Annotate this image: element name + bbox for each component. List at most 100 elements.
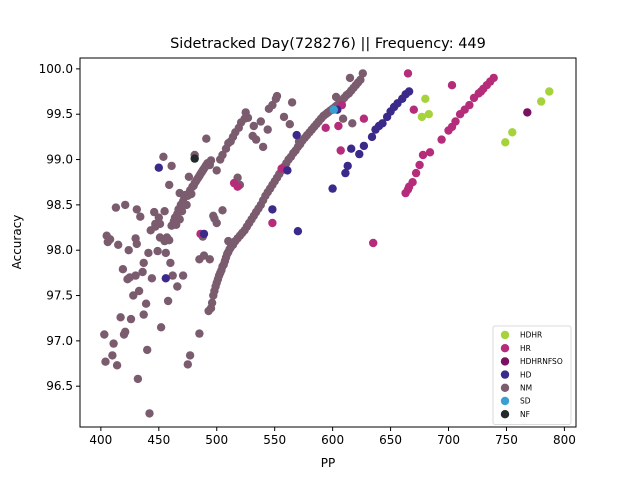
x-tick-label: 600 <box>321 433 344 447</box>
point-hdhr <box>537 97 546 106</box>
point-nm <box>279 112 289 122</box>
point-hd <box>378 119 387 128</box>
point-nm <box>358 69 367 78</box>
point-hr <box>334 121 343 131</box>
point-hd <box>343 161 352 171</box>
point-hr <box>403 69 413 78</box>
point-nm <box>144 248 153 258</box>
point-nm <box>338 114 348 123</box>
point-nm <box>241 108 250 117</box>
point-nm <box>195 255 204 264</box>
point-nm <box>161 248 170 258</box>
point-hr <box>418 150 428 160</box>
point-nm <box>287 98 297 107</box>
y-tick-label: 96.5 <box>46 379 73 393</box>
point-nm <box>139 258 148 268</box>
y-axis-label: Accuracy <box>10 215 24 270</box>
point-nm <box>138 267 147 277</box>
y-tick-label: 100.0 <box>39 62 73 76</box>
point-nm <box>207 298 217 307</box>
point-nm <box>258 142 268 152</box>
point-nm <box>256 117 265 126</box>
legend-item-hdhr: HDHR <box>500 331 542 340</box>
legend-item-nf: NF <box>500 410 530 419</box>
legend-label: HDHRNFSO <box>520 357 563 366</box>
point-nm <box>143 345 152 355</box>
point-hd <box>292 130 301 140</box>
point-nm <box>111 203 121 212</box>
legend-label: HR <box>520 344 531 353</box>
point-nm <box>159 152 168 161</box>
point-hr <box>409 105 418 114</box>
legend-marker <box>500 383 510 392</box>
legend-item-hdhrnfso: HDHRNFSO <box>500 357 563 366</box>
point-hd <box>268 205 277 214</box>
y-tick-label: 98.5 <box>46 198 73 212</box>
point-nm <box>141 299 151 308</box>
y-axis-ticks: 96.5 97.0 97.5 98.0 98.5 99.0 99.5 100.0 <box>39 62 80 393</box>
y-tick-label: 99.0 <box>46 153 73 167</box>
chart-title: Sidetracked Day(728276) || Frequency: 44… <box>170 36 486 52</box>
point-hr <box>415 160 424 170</box>
point-nm <box>125 273 134 282</box>
y-tick-label: 97.5 <box>46 289 73 303</box>
point-nm <box>145 409 154 418</box>
point-hdhr <box>424 110 433 119</box>
legend-marker <box>500 370 510 379</box>
point-nm <box>154 213 163 222</box>
point-nm <box>165 236 174 245</box>
legend-box <box>492 325 572 425</box>
point-hd <box>293 227 303 236</box>
point-hd <box>404 87 414 96</box>
point-nm <box>272 91 282 101</box>
point-hr <box>321 123 330 132</box>
point-nm <box>285 120 294 129</box>
point-nm <box>249 121 258 131</box>
point-nm <box>178 271 188 280</box>
legend-item-sd: SD <box>500 396 531 406</box>
point-nm <box>163 296 173 306</box>
point-hd <box>355 149 364 159</box>
legend-marker <box>500 396 510 406</box>
point-hr <box>451 117 460 126</box>
point-hd <box>328 184 337 193</box>
x-tick-label: 550 <box>263 433 286 447</box>
legend-label: HD <box>520 370 532 379</box>
point-hr <box>359 114 369 123</box>
point-nm <box>187 189 196 199</box>
y-tick-label: 99.5 <box>46 107 73 121</box>
point-nm <box>294 137 304 146</box>
point-nm <box>218 206 227 215</box>
point-hdhr <box>417 112 427 122</box>
point-hr <box>336 146 345 155</box>
legend-label: SD <box>520 397 531 406</box>
point-nm <box>134 286 144 296</box>
point-nm <box>268 100 277 110</box>
point-hdhr <box>508 128 517 137</box>
x-axis-label: PP <box>321 456 335 470</box>
x-tick-label: 750 <box>495 433 518 447</box>
point-nm <box>202 134 211 143</box>
point-nm <box>205 255 214 264</box>
point-nm <box>183 360 192 369</box>
point-nm <box>175 215 184 224</box>
point-nm <box>212 166 221 175</box>
point-hr <box>465 100 474 110</box>
point-nm <box>160 207 169 216</box>
point-hd <box>347 144 356 153</box>
x-tick-label: 500 <box>205 433 228 447</box>
point-nm <box>173 282 182 291</box>
point-nm <box>218 150 227 160</box>
x-tick-label: 450 <box>147 433 170 447</box>
point-hr <box>447 81 457 90</box>
point-nm <box>182 200 191 210</box>
point-sd <box>329 105 338 114</box>
point-hd <box>154 163 163 172</box>
point-nm <box>331 92 341 102</box>
point-nm <box>210 214 219 223</box>
point-nm <box>121 200 130 210</box>
point-hd <box>161 274 170 283</box>
x-axis-ticks: 400 450 500 550 600 650 700 750 800 <box>89 427 576 447</box>
point-hdhr <box>501 138 510 147</box>
